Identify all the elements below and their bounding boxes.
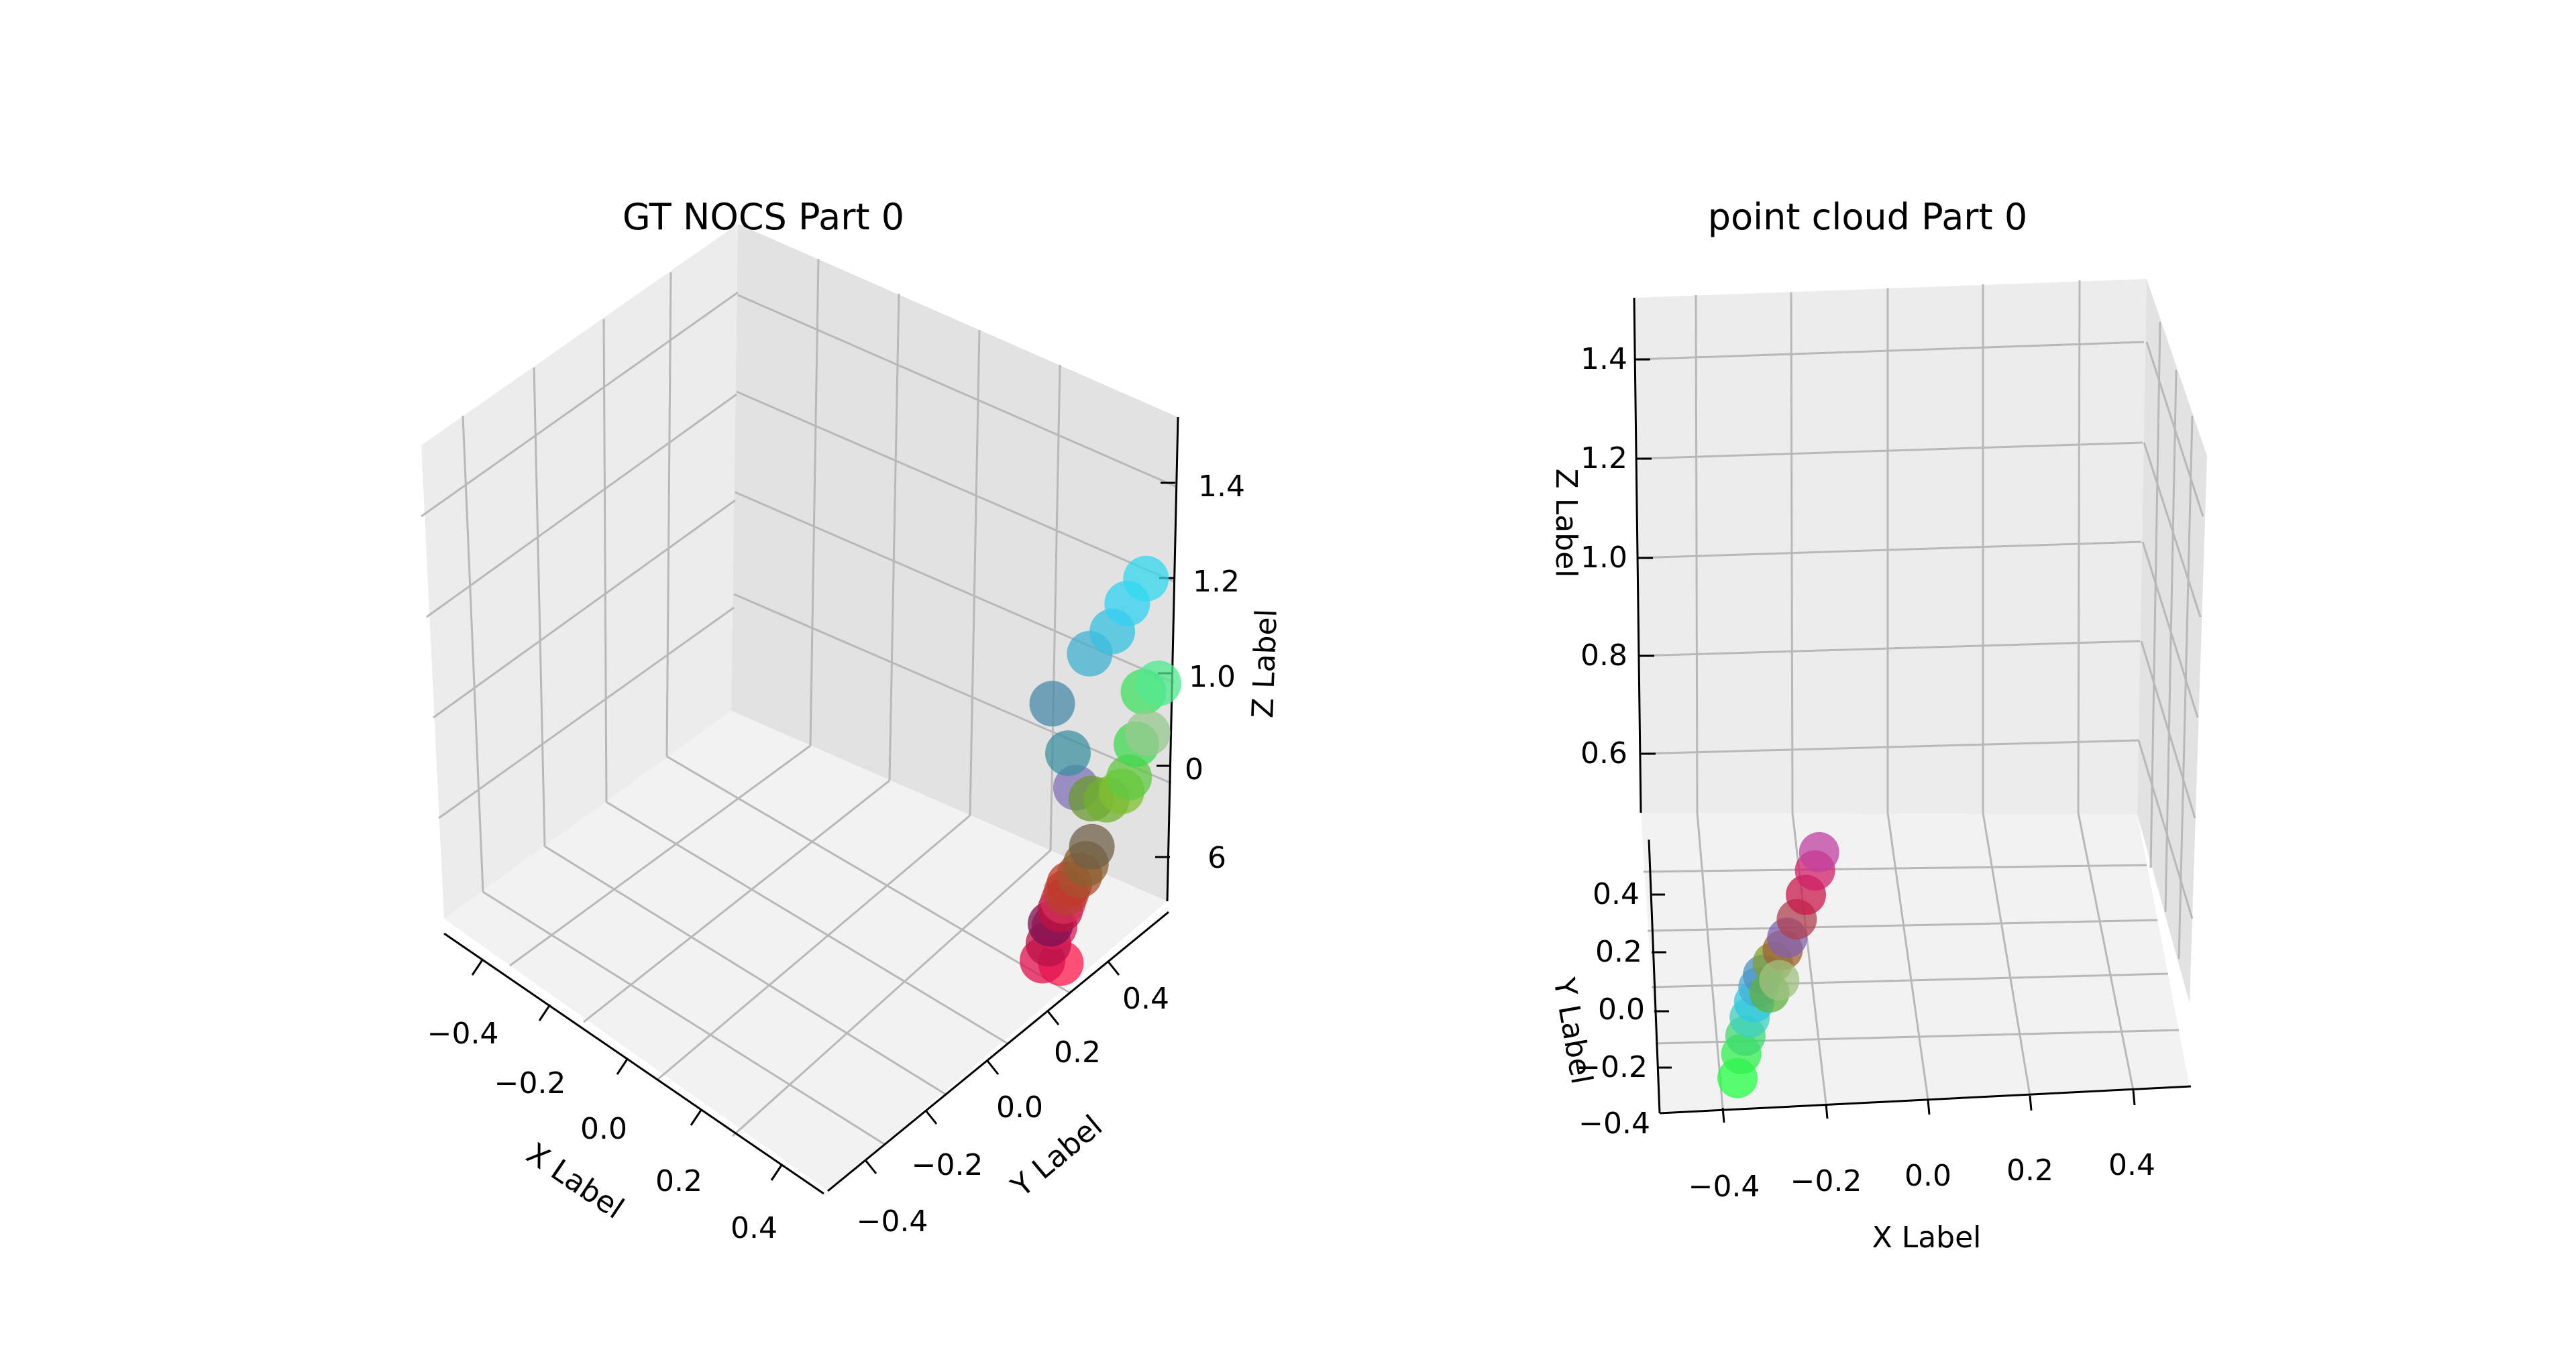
y-tick-label: −0.2 xyxy=(1576,1050,1648,1084)
pane-left-wall xyxy=(421,224,738,919)
y-tick-label: −0.4 xyxy=(857,1204,928,1239)
z-tick-label: 1.2 xyxy=(1193,565,1240,599)
scatter-point xyxy=(1045,730,1091,777)
y-tick-label: 0.0 xyxy=(1598,992,1645,1027)
subplot-point-cloud: point cloud Part 0 xyxy=(1546,196,2207,1255)
tick-marks xyxy=(1635,358,2136,1123)
pane-back-wall xyxy=(1634,279,2147,814)
scatter-point xyxy=(1799,832,1839,872)
x-tick-label: −0.4 xyxy=(1688,1170,1760,1204)
y-axis-label: Y Label xyxy=(1546,974,1599,1086)
x-tick-label: 0.4 xyxy=(2108,1148,2155,1182)
chart-title: point cloud Part 0 xyxy=(1708,196,2027,238)
scatter-points xyxy=(1020,555,1181,986)
z-axis-label: Z Label xyxy=(1549,469,1583,578)
x-tick-label: −0.4 xyxy=(427,1017,499,1051)
z-tick-label: 1.2 xyxy=(1580,441,1627,475)
z-tick-label: 0.6 xyxy=(1580,736,1627,771)
scatter-point xyxy=(1759,960,1800,1001)
y-tick-label: 0.0 xyxy=(996,1090,1043,1125)
x-tick-label: 0.4 xyxy=(731,1211,777,1245)
axes xyxy=(443,416,1179,1195)
z-axis-label: Z Label xyxy=(1246,608,1284,719)
grid xyxy=(421,258,1177,1145)
grid xyxy=(1633,280,2204,1109)
x-tick-label: 0.2 xyxy=(2006,1153,2053,1188)
scatter-points xyxy=(1717,832,1839,1098)
x-tick-label: −0.2 xyxy=(1790,1164,1862,1198)
x-tick-label: 0.0 xyxy=(1904,1159,1951,1193)
y-tick-label: 0.4 xyxy=(1122,982,1169,1016)
scatter-point xyxy=(1069,823,1115,870)
pane-right-wall xyxy=(2137,279,2207,1003)
z-tick-label: 0.8 xyxy=(1580,638,1627,673)
pane-floor xyxy=(444,711,1167,1191)
scatter-point xyxy=(1123,555,1169,602)
x-tick-label: −0.2 xyxy=(494,1066,566,1100)
y-tick-label: 0.2 xyxy=(1595,935,1642,969)
z-tick-label: 1.4 xyxy=(1580,342,1627,376)
subplot-gt-nocs: GT NOCS Part 0 xyxy=(421,196,1284,1245)
z-tick-label: 6 xyxy=(1208,841,1226,875)
x-tick-label: 0.2 xyxy=(655,1164,702,1198)
scatter-point xyxy=(1124,710,1171,756)
pane-floor xyxy=(1641,813,2190,1112)
tick-marks xyxy=(471,481,1175,1181)
chart-title: GT NOCS Part 0 xyxy=(623,196,904,238)
x-axis-label: X Label xyxy=(520,1137,630,1226)
scatter-point xyxy=(1029,681,1075,727)
z-tick-label: 0 xyxy=(1185,752,1203,787)
scatter-point xyxy=(1136,661,1181,707)
z-tick-label: 1.4 xyxy=(1198,469,1245,504)
y-tick-label: −0.4 xyxy=(1578,1106,1650,1141)
z-tick-label: 1.0 xyxy=(1189,660,1236,694)
y-tick-label: 0.2 xyxy=(1054,1035,1101,1070)
y-tick-label: −0.2 xyxy=(912,1148,983,1182)
x-tick-label: 0.0 xyxy=(580,1112,627,1146)
z-tick-label: 1.0 xyxy=(1580,541,1627,575)
x-axis-label: X Label xyxy=(1872,1220,1982,1255)
y-tick-label: 0.4 xyxy=(1593,877,1640,911)
